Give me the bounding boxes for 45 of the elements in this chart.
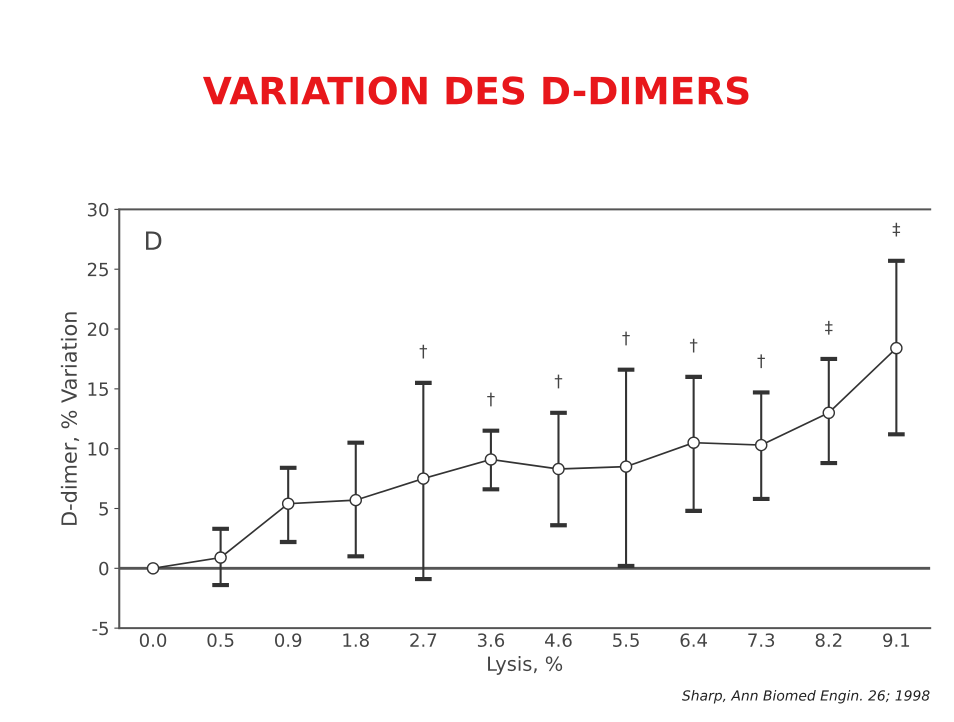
- point: [146, 562, 160, 575]
- x-tick-label: 3.6: [478, 633, 504, 647]
- point: [552, 462, 565, 476]
- y-tick-label: 15: [88, 382, 108, 396]
- x-tick-label: 4.6: [545, 633, 572, 647]
- annotation: †: [487, 392, 495, 406]
- annotation: †: [622, 332, 630, 346]
- y-tick-label: -5: [92, 622, 108, 636]
- x-tick-label: 6.4: [680, 633, 707, 647]
- y-tick-label: 20: [88, 322, 108, 336]
- y-tick-label: 30: [88, 202, 108, 216]
- point: [484, 453, 498, 466]
- annotation: †: [758, 354, 765, 368]
- annotation: †: [554, 374, 562, 388]
- point: [350, 494, 362, 506]
- point: [620, 460, 632, 473]
- x-tick-label: 5.5: [613, 634, 639, 647]
- annotation: ‡: [892, 222, 900, 236]
- annotation: †: [690, 338, 698, 353]
- x-axis-title: Lysis, %: [488, 656, 562, 675]
- point: [687, 436, 700, 449]
- x-tick-label: 7.3: [748, 633, 774, 647]
- point: [282, 497, 294, 510]
- x-tick-label: 0.0: [140, 633, 166, 647]
- point: [754, 438, 768, 452]
- y-tick-label: 10: [88, 442, 108, 456]
- x-tick-label: 1.8: [343, 633, 369, 647]
- y-axis-title: D-dimer, % Variation: [60, 312, 80, 525]
- y-tick-label: 0: [99, 562, 108, 576]
- x-tick-label: 0.5: [207, 633, 234, 647]
- x-tick-label: 2.7: [410, 633, 436, 647]
- point: [822, 406, 836, 420]
- point: [890, 342, 903, 354]
- x-tick-label: 8.2: [816, 633, 842, 647]
- point: [214, 551, 227, 564]
- text: Sharp, Ann Biomed Engin. 26; 1998: [682, 690, 930, 704]
- annotation: †: [420, 344, 428, 359]
- annotation: D: [146, 232, 162, 250]
- y-tick-label: 25: [88, 262, 108, 276]
- x-tick-label: 0.9: [275, 633, 302, 647]
- x-tick-label: 9.1: [883, 633, 910, 647]
- chart-title: VARIATION DES D-DIMERS: [202, 76, 748, 105]
- y-tick-label: 5: [99, 502, 108, 516]
- point: [417, 472, 430, 485]
- annotation: ‡: [825, 320, 832, 335]
